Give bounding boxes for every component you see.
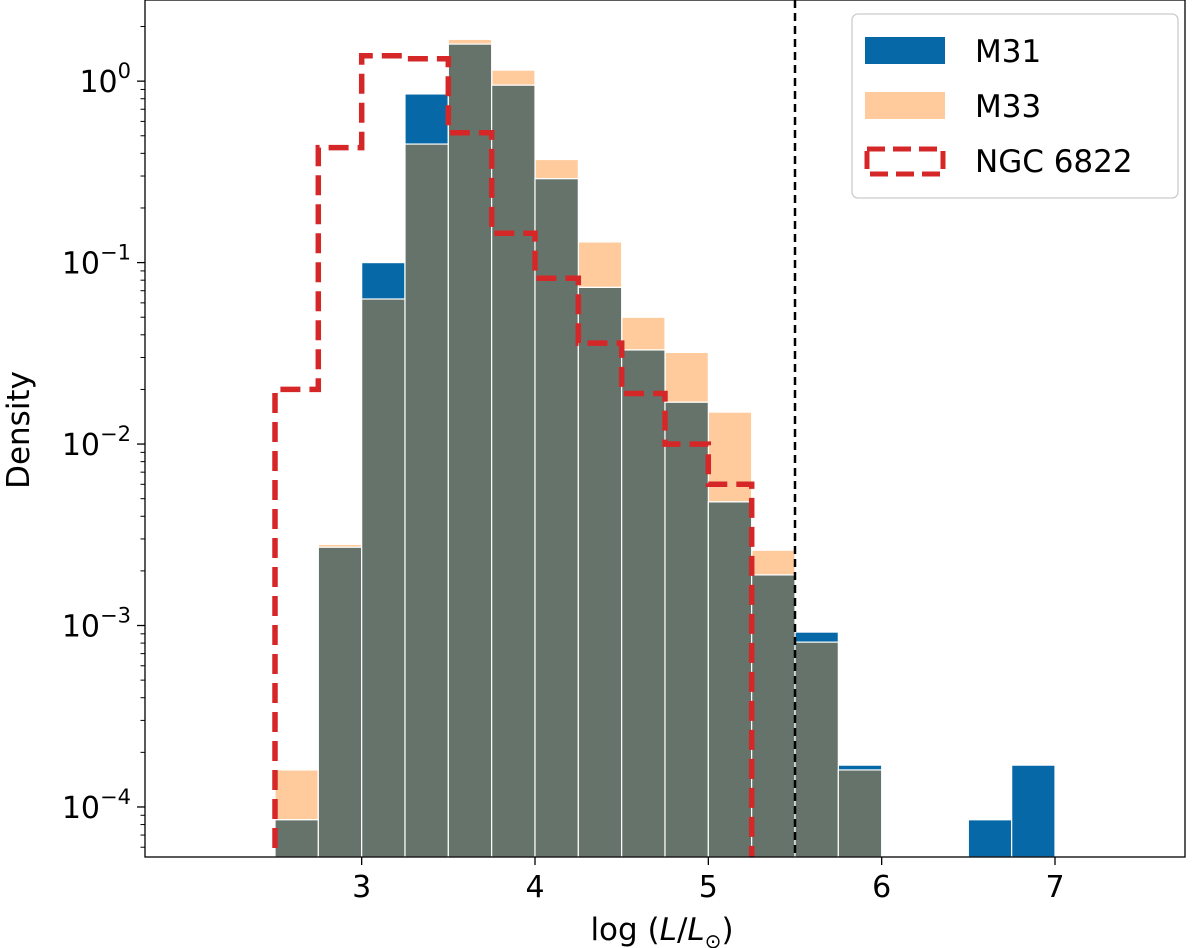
overlap-bar xyxy=(751,574,796,857)
legend-item-m31: M31 xyxy=(865,34,1041,70)
legend-label-m31: M31 xyxy=(975,34,1041,70)
overlap-bar xyxy=(491,84,536,857)
y-tick-label: 100 xyxy=(79,59,131,100)
x-axis-label-prefix: log ( xyxy=(590,912,659,948)
overlap-bar xyxy=(707,501,753,857)
ngc6822-step-line xyxy=(272,53,755,857)
overlap-bar xyxy=(534,178,579,857)
overlap-bar xyxy=(274,819,319,857)
x-axis-label: log (L/L⊙) xyxy=(590,912,733,948)
legend-label-m33: M33 xyxy=(975,89,1041,125)
m31-bar xyxy=(1011,764,1056,857)
legend: M31 M33 NGC 6822 xyxy=(851,13,1179,199)
x-tick-label: 3 xyxy=(352,870,371,905)
overlap-bar xyxy=(837,769,883,857)
y-axis-label: Density xyxy=(1,371,37,489)
legend-swatch-ngc6822 xyxy=(864,146,946,177)
legend-item-m33: M33 xyxy=(865,89,1041,125)
y-tick-label: 10−4 xyxy=(62,785,131,826)
overlap-bar xyxy=(577,286,623,857)
x-axis-label-slash: / xyxy=(677,912,688,948)
y-tick-label: 10−3 xyxy=(62,604,131,645)
x-axis-label-suffix: ) xyxy=(721,912,733,948)
ngc6822-step-series xyxy=(272,53,755,857)
overlap-bars xyxy=(274,43,883,857)
y-tick-label: 10−1 xyxy=(62,241,131,282)
overlap-bar xyxy=(794,641,839,857)
x-tick-label: 5 xyxy=(699,870,718,905)
overlap-bar xyxy=(447,43,493,857)
x-axis-label-sub: ⊙ xyxy=(705,929,722,948)
overlap-bar xyxy=(317,546,363,857)
overlap-bar xyxy=(621,349,666,857)
legend-swatch-m31 xyxy=(865,37,945,64)
legend-swatch-m33 xyxy=(865,92,945,119)
y-tick-label: 10−2 xyxy=(62,422,131,463)
x-axis-label-var: L xyxy=(660,912,677,948)
overlap-bar xyxy=(361,298,406,857)
x-axis-label-var2: L xyxy=(687,912,704,948)
overlap-bar xyxy=(664,401,709,857)
overlap-bar xyxy=(404,143,449,857)
y-axis-ticks: 10−4 10−3 10−2 10−1 100 xyxy=(62,26,145,848)
x-tick-label: 6 xyxy=(872,870,891,905)
x-axis-ticks: 3 4 5 6 7 xyxy=(352,857,1065,905)
m31-bar xyxy=(967,819,1013,857)
plot-frame xyxy=(144,0,1186,858)
x-tick-label: 7 xyxy=(1045,870,1064,905)
legend-label-ngc6822: NGC 6822 xyxy=(975,144,1133,180)
legend-item-ngc6822: NGC 6822 xyxy=(864,144,1133,180)
x-tick-label: 4 xyxy=(525,870,544,905)
